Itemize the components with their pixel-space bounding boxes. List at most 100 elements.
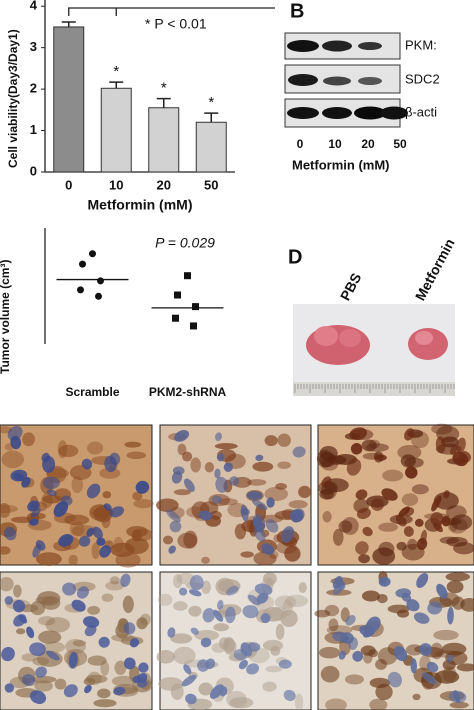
stain [0, 502, 11, 518]
nucleus [132, 675, 141, 684]
stain [58, 444, 79, 458]
nucleus [261, 543, 275, 555]
nucleus [453, 690, 461, 703]
nucleus [78, 535, 91, 547]
ruler-ticks [294, 384, 455, 393]
nucleus [174, 430, 190, 442]
stain [201, 556, 210, 564]
nucleus [219, 686, 228, 697]
tumor [415, 331, 433, 345]
nucleus [252, 499, 268, 510]
nucleus [29, 518, 39, 526]
nucleus [123, 622, 136, 635]
stain [102, 491, 112, 499]
nucleus [253, 517, 264, 533]
stain [280, 609, 298, 628]
stain [21, 653, 38, 662]
significance: * [113, 63, 119, 80]
stain [101, 593, 114, 602]
stain [433, 629, 459, 641]
nucleus [405, 466, 418, 479]
nucleus [431, 495, 442, 512]
significance: * [208, 94, 214, 111]
band [358, 77, 382, 85]
stain [456, 663, 474, 672]
x-tick-label: 20 [157, 177, 171, 192]
stain [156, 649, 176, 664]
band [354, 106, 386, 120]
stain [37, 591, 61, 606]
stain [173, 646, 196, 665]
stain [209, 510, 222, 520]
data-point [77, 286, 84, 294]
error-bar [109, 81, 124, 89]
lane-label: 0 [297, 137, 304, 151]
band [358, 42, 382, 50]
stain [341, 517, 359, 535]
stain [441, 642, 467, 656]
stain [31, 675, 57, 684]
stain [72, 639, 86, 647]
stain [105, 581, 125, 591]
nucleus [381, 488, 398, 501]
nucleus [356, 507, 371, 520]
nucleus [416, 573, 429, 588]
x-tick-label: 50 [204, 177, 218, 192]
nucleus [30, 507, 41, 518]
nucleus [238, 659, 248, 670]
stain [0, 546, 11, 555]
nucleus [410, 658, 417, 674]
ihc-cells [156, 572, 309, 710]
blot-label: PKM: [405, 37, 437, 52]
stain [328, 618, 339, 632]
nucleus [223, 462, 233, 472]
ihc-cells [0, 573, 153, 708]
stain [91, 542, 100, 560]
stain [344, 674, 364, 685]
nucleus [450, 444, 458, 455]
stain [229, 697, 254, 709]
nucleus [183, 664, 192, 675]
y-tick-label: 0 [30, 163, 37, 178]
stain [314, 609, 331, 618]
nucleus [129, 638, 140, 648]
nucleus [7, 425, 23, 441]
ruler [293, 382, 455, 396]
stain [173, 489, 191, 496]
nucleus [123, 657, 136, 670]
stain [71, 476, 84, 494]
stain [156, 498, 179, 512]
stain [35, 552, 62, 566]
nucleus [135, 480, 150, 494]
nucleus [53, 501, 69, 518]
nucleus [265, 518, 279, 533]
y-tick-label: 4 [30, 0, 38, 13]
tumor [306, 325, 370, 365]
nucleus [281, 526, 295, 543]
band [287, 40, 319, 52]
stain [450, 514, 473, 531]
x-axis-label: Metformin (mM) [88, 197, 193, 213]
stain [431, 423, 453, 435]
stain [201, 580, 211, 595]
stain [99, 467, 121, 479]
data-point [79, 260, 86, 268]
nucleus [229, 476, 240, 486]
nucleus [84, 684, 92, 694]
nucleus [189, 589, 202, 597]
stain [324, 604, 340, 617]
nucleus [12, 599, 26, 613]
stain [453, 542, 474, 555]
stain [183, 530, 198, 549]
stain [136, 617, 148, 630]
stain [412, 693, 421, 701]
tumor [314, 326, 338, 346]
bar [148, 107, 180, 173]
nucleus [96, 537, 106, 547]
nucleus [247, 594, 261, 606]
nucleus [185, 693, 197, 705]
lane-label: 10 [328, 137, 342, 151]
stain [442, 666, 457, 683]
stain [262, 572, 277, 586]
nucleus [395, 514, 407, 527]
